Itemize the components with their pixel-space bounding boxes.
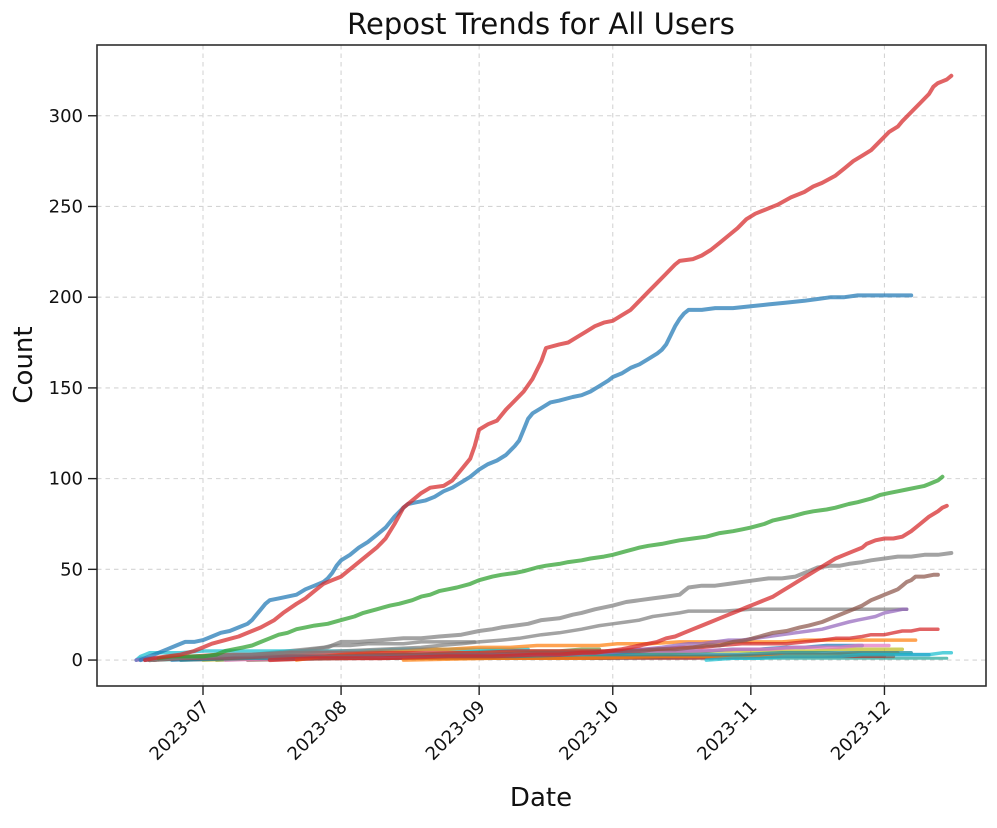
series-line-user-17 (704, 651, 954, 662)
axis-ticks (88, 115, 886, 695)
plot-frame (96, 44, 987, 687)
series-line-user-05 (147, 551, 954, 663)
x-axis-label: Date (510, 783, 572, 813)
y-tick-label: 150 (49, 378, 83, 399)
y-tick-label: 0 (72, 650, 83, 671)
y-tick-label: 100 (49, 469, 83, 490)
chart-title: Repost Trends for All Users (347, 7, 735, 41)
y-tick-label: 300 (49, 106, 83, 127)
y-axis-label: Count (9, 326, 39, 403)
series-line-user-02 (138, 293, 914, 663)
y-tick-label: 250 (49, 196, 83, 217)
y-tick-label: 50 (60, 559, 83, 580)
series-lines (134, 73, 954, 663)
grid-lines (97, 45, 986, 686)
series-line-user-01 (143, 73, 954, 663)
series-line-user-04 (267, 503, 949, 663)
y-tick-label: 200 (49, 287, 83, 308)
series-line-user-08 (152, 607, 909, 662)
series-line-user-03 (156, 474, 945, 661)
